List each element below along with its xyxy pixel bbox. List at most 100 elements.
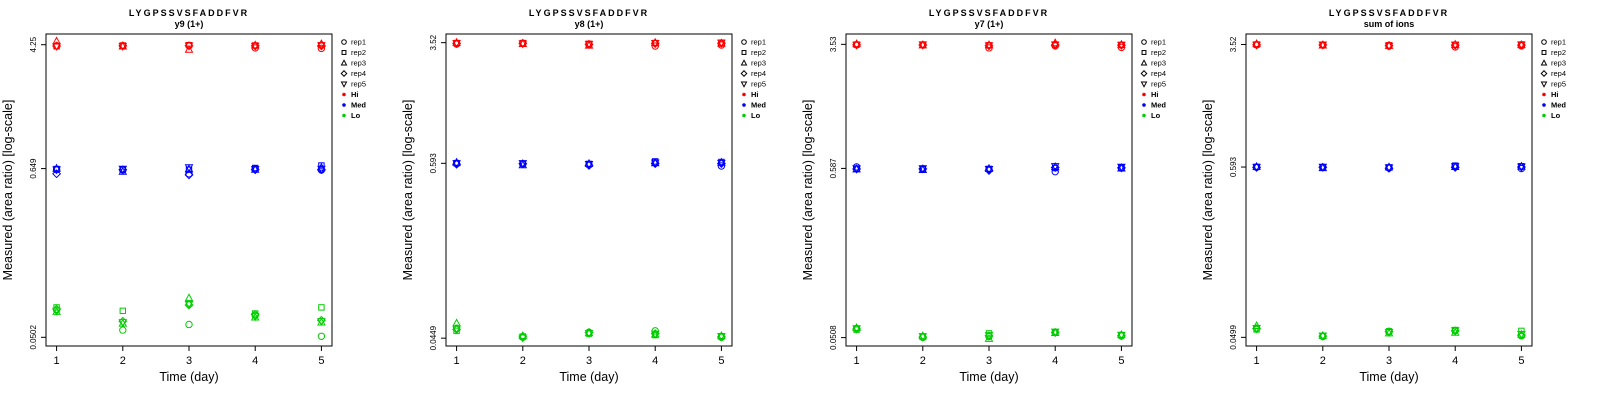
chart-shape [52, 169, 62, 179]
legend-dot [1542, 113, 1546, 118]
chart-shape [852, 325, 861, 334]
legend-dot [1542, 103, 1546, 107]
chart-shape [452, 325, 461, 334]
chart-shape [52, 36, 61, 45]
chart-shape [650, 330, 660, 339]
chart-shape [1050, 41, 1060, 50]
chart-shape [118, 165, 128, 174]
chart-shape [118, 319, 128, 328]
points-layer [1252, 39, 1526, 341]
legend-label: Med [351, 101, 366, 110]
legend-label: rep4 [1151, 69, 1166, 78]
chart-shape [452, 160, 461, 169]
legend-label: Lo [1551, 111, 1561, 120]
chart-shape [1540, 70, 1548, 77]
x-tick-label: 5 [1518, 355, 1524, 367]
x-tick-label: 1 [854, 355, 860, 367]
x-tick-label: 3 [586, 355, 592, 367]
legend-label: rep4 [1551, 69, 1566, 78]
y-tick-label: 0.593 [1229, 156, 1238, 177]
chart-shape [1252, 41, 1261, 50]
y-axis-label: Measured (area ratio) [log-scale] [401, 100, 415, 281]
chart-shape [184, 293, 194, 302]
x-tick-label: 2 [120, 355, 126, 367]
panel-title: LYGPSSVSFADDFVR [929, 8, 1049, 18]
x-tick-label: 5 [1118, 355, 1124, 367]
y-tick-label: 0.649 [29, 158, 38, 179]
chart-shape [1141, 50, 1147, 55]
chart-shape [250, 166, 260, 175]
legend-label: rep3 [751, 59, 766, 68]
chart-shape [1540, 59, 1548, 66]
legend-dot [1542, 92, 1546, 97]
chart-shape [317, 42, 326, 51]
x-tick-label: 4 [1052, 355, 1058, 367]
chart-shape [341, 39, 347, 45]
chart-shape [1252, 324, 1261, 334]
chart-shape [250, 313, 260, 322]
chart-shape [1050, 328, 1060, 337]
plot-box [1245, 33, 1533, 347]
legend-label: Med [751, 101, 766, 110]
chart-shape [52, 307, 61, 316]
x-axis-label: Time (day) [559, 370, 618, 384]
chart-shape [317, 165, 326, 174]
panel-subtitle: y8 (1+) [575, 19, 604, 29]
points-layer [852, 38, 1126, 342]
legend-dot [342, 113, 346, 118]
chart-shape [1517, 161, 1526, 170]
legend-label: rep2 [1551, 48, 1566, 57]
legend-dot [1142, 92, 1146, 97]
chart-shape [184, 164, 194, 173]
legend-dot [742, 103, 746, 107]
chart-shape [1051, 167, 1059, 176]
x-tick-label: 3 [1386, 355, 1392, 367]
chart-shape [650, 159, 660, 168]
panel-subtitle: y7 (1+) [975, 19, 1004, 29]
chart-shape [1318, 41, 1328, 50]
chart-shape [52, 166, 61, 175]
chart-shape [318, 304, 325, 311]
legend-dot [1142, 113, 1146, 118]
chart-shape [119, 326, 127, 334]
chart-shape [1318, 330, 1328, 339]
chart-shape [1318, 163, 1328, 172]
y-axis-label: Measured (area ratio) [log-scale] [1201, 100, 1215, 281]
plot-box [845, 33, 1133, 347]
x-tick-label: 2 [1320, 355, 1326, 367]
legend-label: rep1 [351, 38, 366, 47]
legend-dot [742, 92, 746, 97]
legend-label: Lo [751, 111, 761, 120]
chart-shape [1117, 41, 1126, 50]
chart-shape [185, 320, 193, 329]
chart-shape [584, 40, 594, 49]
y-axis-label: Measured (area ratio) [log-scale] [1, 100, 15, 281]
legend-label: rep2 [351, 48, 366, 57]
chart-shape [984, 42, 994, 51]
chart-shape [1384, 40, 1394, 49]
chart-shape [184, 44, 194, 53]
chart-shape [118, 42, 128, 51]
y-tick-label: 0.587 [829, 158, 838, 179]
legend-label: rep3 [1551, 59, 1566, 68]
chart-shape [1450, 163, 1460, 172]
legend-label: Hi [351, 90, 359, 99]
legend-label: rep4 [751, 69, 766, 78]
chart-shape [984, 166, 994, 175]
x-axis-label: Time (day) [1359, 370, 1418, 384]
chart-shape [852, 165, 861, 174]
chart-shape [452, 37, 461, 46]
x-tick-label: 4 [1452, 355, 1458, 367]
plot-box [45, 33, 333, 347]
legend-label: rep1 [751, 38, 766, 47]
chart-shape [740, 81, 748, 88]
chart-shape [1517, 41, 1526, 50]
chart-shape [1518, 327, 1525, 335]
legend-dot [342, 92, 346, 97]
chart-shape [918, 41, 928, 50]
